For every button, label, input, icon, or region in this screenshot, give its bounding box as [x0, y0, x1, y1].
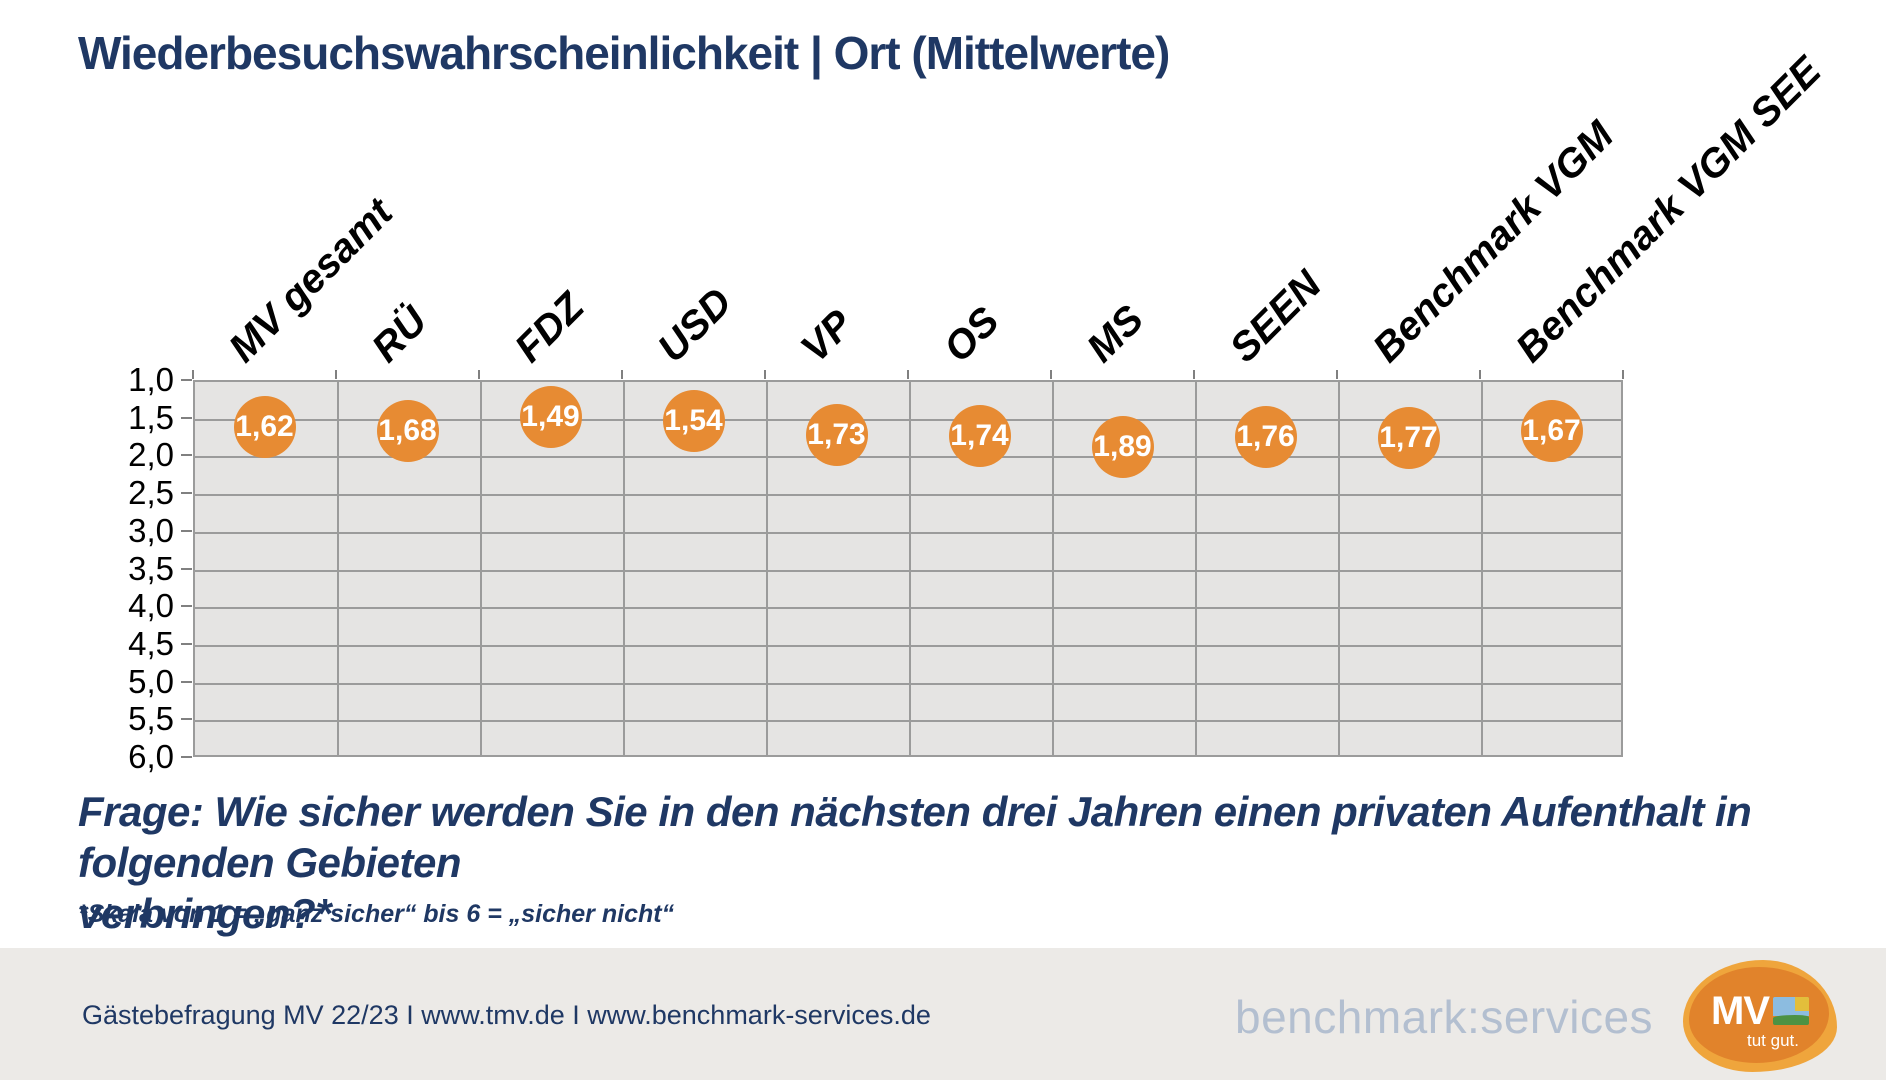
- y-axis-label: 6,0: [128, 738, 174, 775]
- y-axis-label: 1,0: [128, 361, 174, 398]
- x-axis-tick: [192, 370, 194, 379]
- page-title: Wiederbesuchswahrscheinlichkeit | Ort (M…: [78, 27, 1170, 79]
- y-axis-label: 3,0: [128, 511, 174, 549]
- scale-footnote: *Skala von 1 = „ganz sicher“ bis 6 = „si…: [78, 900, 675, 928]
- mv-logo-text: MV: [1711, 989, 1770, 1033]
- footer-band: [0, 948, 1886, 1080]
- gridline-vertical: [909, 382, 911, 755]
- mv-logo-tagline: tut gut.: [1747, 1031, 1799, 1050]
- y-axis-tick: [181, 718, 192, 721]
- y-axis-label: 4,0: [128, 587, 174, 625]
- y-axis-label: 4,5: [128, 624, 174, 662]
- y-axis-label: 5,0: [128, 662, 174, 700]
- y-axis-label: 1,5: [128, 398, 174, 436]
- data-point-label: 1,74: [950, 418, 1009, 452]
- data-point: 1,74: [948, 404, 1011, 467]
- data-point-label: 1,89: [1093, 430, 1152, 464]
- survey-question-text: Frage: Wie sicher werden Sie in den näch…: [78, 786, 1778, 939]
- data-point: 1,89: [1091, 416, 1154, 479]
- x-axis-tick: [1050, 370, 1052, 379]
- gridline-vertical: [1195, 382, 1197, 755]
- survey-question-line1: Frage: Wie sicher werden Sie in den näch…: [78, 788, 1752, 886]
- gridline-vertical: [1481, 382, 1483, 755]
- category-label: FDZ: [506, 284, 593, 371]
- category-label: MS: [1078, 297, 1152, 371]
- data-point: 1,67: [1520, 399, 1583, 462]
- gridline-horizontal: [195, 494, 1621, 497]
- mv-tut-gut-logo: MV tut gut.: [1683, 960, 1837, 1072]
- y-axis-tick: [181, 642, 192, 645]
- x-axis-tick: [1479, 370, 1481, 379]
- data-point: 1,77: [1377, 407, 1440, 470]
- y-axis-label: 2,0: [128, 436, 174, 474]
- x-axis-tick: [1193, 370, 1195, 379]
- gridline-vertical: [1338, 382, 1340, 755]
- mean-values-chart: 1,0 1,5 2,0 2,5 3,0 3,5 4,0 4,5 5,0 5,5 6,0 MV gesa…: [128, 49, 1829, 775]
- y-axis-tick: [181, 756, 192, 758]
- gridline-vertical: [623, 382, 625, 755]
- gridline-horizontal: [195, 682, 1621, 685]
- mv-logo-blob: MV tut gut.: [1689, 967, 1829, 1063]
- benchmark-services-wordmark: benchmark:services: [1235, 991, 1654, 1043]
- gridline-horizontal: [195, 531, 1621, 534]
- y-axis-label: 3,5: [128, 549, 174, 587]
- gridline-horizontal: [195, 607, 1621, 610]
- data-point: 1,68: [376, 400, 439, 463]
- category-label: SEEN: [1221, 262, 1330, 371]
- mv-landscape-icon: [1773, 997, 1809, 1025]
- data-point-label: 1,68: [378, 414, 437, 448]
- survey-question-line2: verbringen?*: [78, 890, 332, 937]
- data-point-label: 1,49: [521, 399, 580, 433]
- gridline-vertical: [480, 382, 482, 755]
- x-axis-tick: [764, 370, 766, 379]
- category-label: OS: [935, 298, 1008, 371]
- x-axis-tick: [621, 370, 623, 379]
- x-axis-tick: [907, 370, 909, 379]
- gridline-horizontal: [195, 569, 1621, 572]
- category-label: RÜ: [363, 298, 436, 371]
- y-axis-label: 2,5: [128, 474, 174, 512]
- y-axis-tick: [181, 567, 192, 570]
- gridline-horizontal: [195, 644, 1621, 647]
- data-point: 1,76: [1234, 406, 1297, 469]
- gridline-horizontal: [195, 720, 1621, 723]
- y-axis-tick: [181, 605, 192, 608]
- gridline-horizontal: [195, 418, 1621, 421]
- gridline-vertical: [337, 382, 339, 755]
- category-label: VP: [792, 301, 861, 371]
- gridline-vertical: [766, 382, 768, 755]
- x-axis-tick: [1622, 370, 1624, 379]
- data-point-label: 1,54: [664, 403, 723, 437]
- data-point-label: 1,76: [1236, 420, 1295, 454]
- y-axis-tick: [181, 492, 192, 495]
- data-point: 1,49: [519, 385, 582, 448]
- x-axis-tick: [1336, 370, 1338, 379]
- data-point-label: 1,77: [1379, 421, 1438, 455]
- gridline-vertical: [1052, 382, 1054, 755]
- y-axis-tick: [181, 529, 192, 532]
- data-point-label: 1,62: [235, 409, 294, 443]
- data-point: 1,54: [662, 389, 725, 452]
- y-axis-tick: [181, 379, 192, 381]
- data-point-label: 1,67: [1522, 413, 1581, 447]
- y-axis-tick: [181, 416, 192, 419]
- data-point-label: 1,73: [807, 418, 866, 452]
- y-axis-label: 5,5: [128, 700, 174, 738]
- gridline-horizontal: [195, 456, 1621, 459]
- data-point: 1,62: [233, 395, 296, 458]
- category-label: Benchmark VGM: [1364, 113, 1622, 371]
- x-axis-tick: [335, 370, 337, 379]
- y-axis-tick: [181, 454, 192, 457]
- y-axis-tick: [181, 680, 192, 683]
- x-axis-tick: [478, 370, 480, 379]
- category-label: USD: [649, 279, 740, 371]
- data-point: 1,73: [805, 404, 868, 467]
- footer-source-text: Gästebefragung MV 22/23 I www.tmv.de I w…: [82, 1000, 931, 1030]
